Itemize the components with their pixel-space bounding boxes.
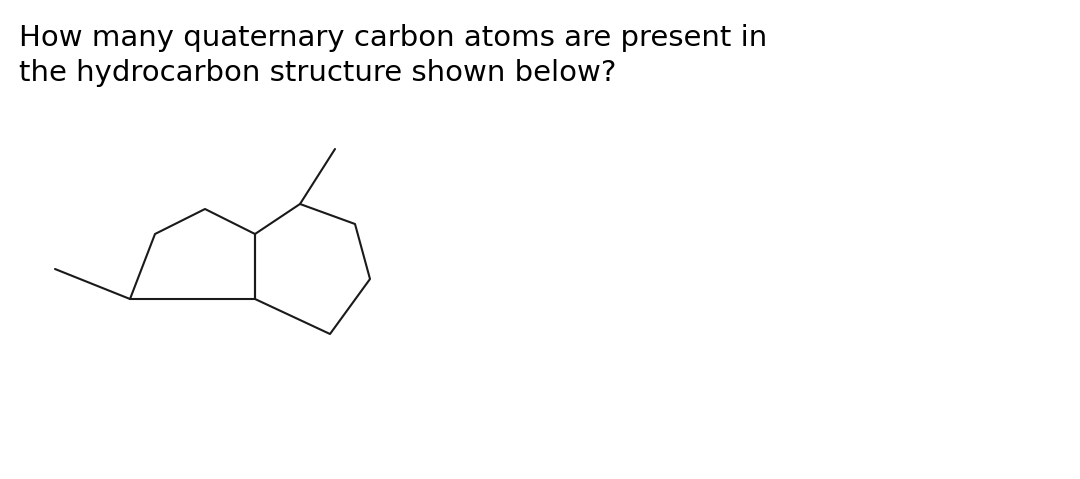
Text: How many quaternary carbon atoms are present in
the hydrocarbon structure shown : How many quaternary carbon atoms are pre… <box>19 24 768 87</box>
